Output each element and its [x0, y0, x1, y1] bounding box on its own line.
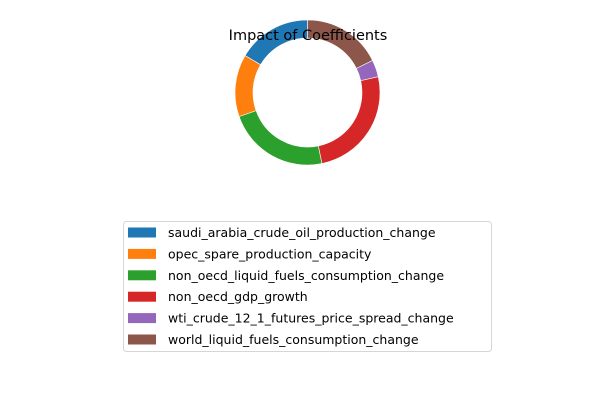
legend-label-wti-crude-12-1-futures-price-spread-change: wti_crude_12_1_futures_price_spread_chan… — [168, 311, 454, 326]
chart-title: Impact of Coefficients — [229, 28, 388, 44]
legend-swatch-wti-crude-12-1-futures-price-spread-change — [128, 313, 156, 324]
legend-swatch-opec-spare-production-capacity — [128, 248, 156, 259]
legend: saudi_arabia_crude_oil_production_change… — [123, 221, 492, 352]
donut-slice-opec-spare-production-capacity — [234, 55, 262, 118]
legend-swatch-non-oecd-liquid-fuels-consumption-change — [128, 270, 156, 281]
legend-swatch-world-liquid-fuels-consumption-change — [128, 334, 156, 345]
donut-slice-world-liquid-fuels-consumption-change — [307, 19, 373, 69]
legend-swatch-saudi-arabia-crude-oil-production-change — [128, 227, 156, 238]
legend-label-opec-spare-production-capacity: opec_spare_production_capacity — [168, 246, 372, 261]
legend-label-non-oecd-gdp-growth: non_oecd_gdp_growth — [168, 289, 308, 304]
donut-slices — [234, 19, 381, 166]
donut-slice-non-oecd-liquid-fuels-consumption-change — [238, 110, 323, 166]
legend-frame — [123, 221, 492, 352]
legend-label-world-liquid-fuels-consumption-change: world_liquid_fuels_consumption_change — [168, 332, 419, 347]
donut-slice-non-oecd-gdp-growth — [318, 76, 381, 164]
legend-label-saudi-arabia-crude-oil-production-change: saudi_arabia_crude_oil_production_change — [168, 225, 436, 240]
legend-swatch-non-oecd-gdp-growth — [128, 291, 156, 302]
legend-label-non-oecd-liquid-fuels-consumption-change: non_oecd_liquid_fuels_consumption_change — [168, 268, 444, 283]
